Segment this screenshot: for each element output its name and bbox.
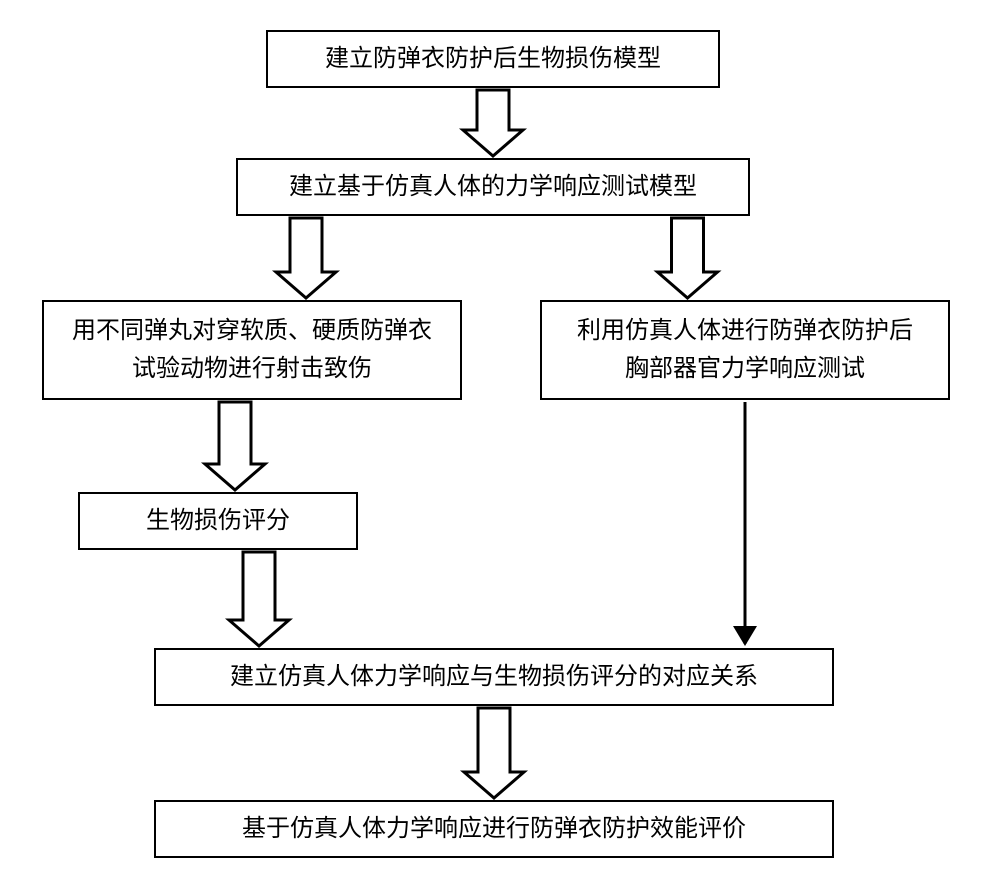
flow-node-label: 生物损伤评分 (146, 502, 290, 540)
flow-node-n7: 基于仿真人体力学响应进行防弹衣防护效能评价 (154, 800, 834, 858)
flow-node-n2: 建立基于仿真人体的力学响应测试模型 (236, 158, 750, 216)
flow-node-label: 利用仿真人体进行防弹衣防护后胸部器官力学响应测试 (577, 312, 913, 389)
flowchart-canvas: 建立防弹衣防护后生物损伤模型 建立基于仿真人体的力学响应测试模型 用不同弹丸对穿… (0, 0, 1000, 895)
flow-node-label: 用不同弹丸对穿软质、硬质防弹衣试验动物进行射击致伤 (72, 312, 432, 389)
flow-node-label: 建立基于仿真人体的力学响应测试模型 (289, 168, 697, 206)
flow-node-n6: 建立仿真人体力学响应与生物损伤评分的对应关系 (154, 648, 834, 706)
flow-node-n4: 利用仿真人体进行防弹衣防护后胸部器官力学响应测试 (540, 300, 950, 400)
flow-node-n3: 用不同弹丸对穿软质、硬质防弹衣试验动物进行射击致伤 (42, 300, 462, 400)
flow-node-label: 建立防弹衣防护后生物损伤模型 (325, 40, 661, 78)
flow-node-n5: 生物损伤评分 (78, 492, 358, 550)
flow-node-label: 基于仿真人体力学响应进行防弹衣防护效能评价 (242, 810, 746, 848)
flowchart-arrows (0, 0, 1000, 895)
flow-node-n1: 建立防弹衣防护后生物损伤模型 (266, 30, 720, 88)
flow-node-label: 建立仿真人体力学响应与生物损伤评分的对应关系 (230, 658, 758, 696)
